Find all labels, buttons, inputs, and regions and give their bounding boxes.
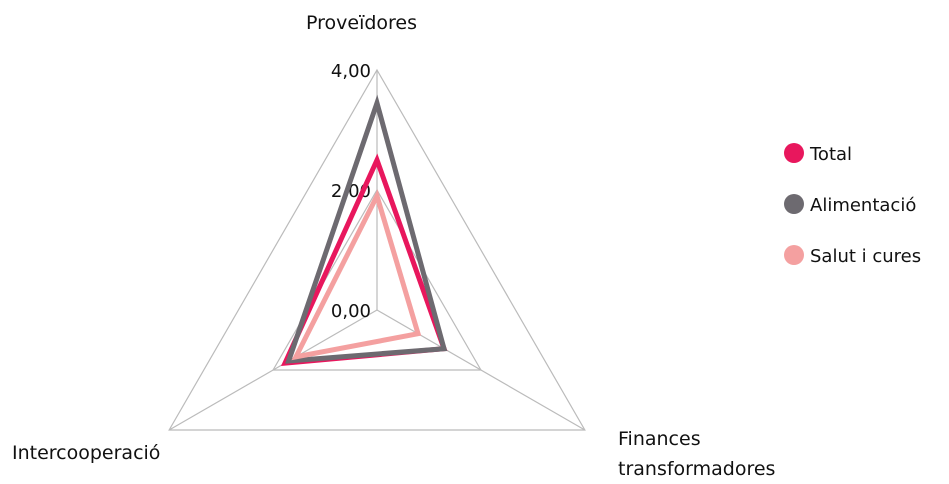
legend-label: Salut i cures [810, 246, 921, 267]
legend-marker [784, 194, 804, 214]
series-line [291, 189, 422, 361]
y-tick-label: 4,00 [331, 61, 371, 82]
legend-label: Total [809, 144, 852, 165]
legend-label: Alimentació [810, 195, 916, 216]
axis-label: Intercooperació [12, 442, 161, 464]
legend-marker [784, 143, 804, 163]
axis-label: Proveïdores [306, 12, 418, 34]
axis-label: Finances transformadores [618, 428, 776, 480]
grid-line [168, 68, 586, 431]
y-tick-label: 0,00 [331, 301, 371, 322]
legend-marker [784, 245, 804, 265]
series-line [285, 94, 448, 364]
